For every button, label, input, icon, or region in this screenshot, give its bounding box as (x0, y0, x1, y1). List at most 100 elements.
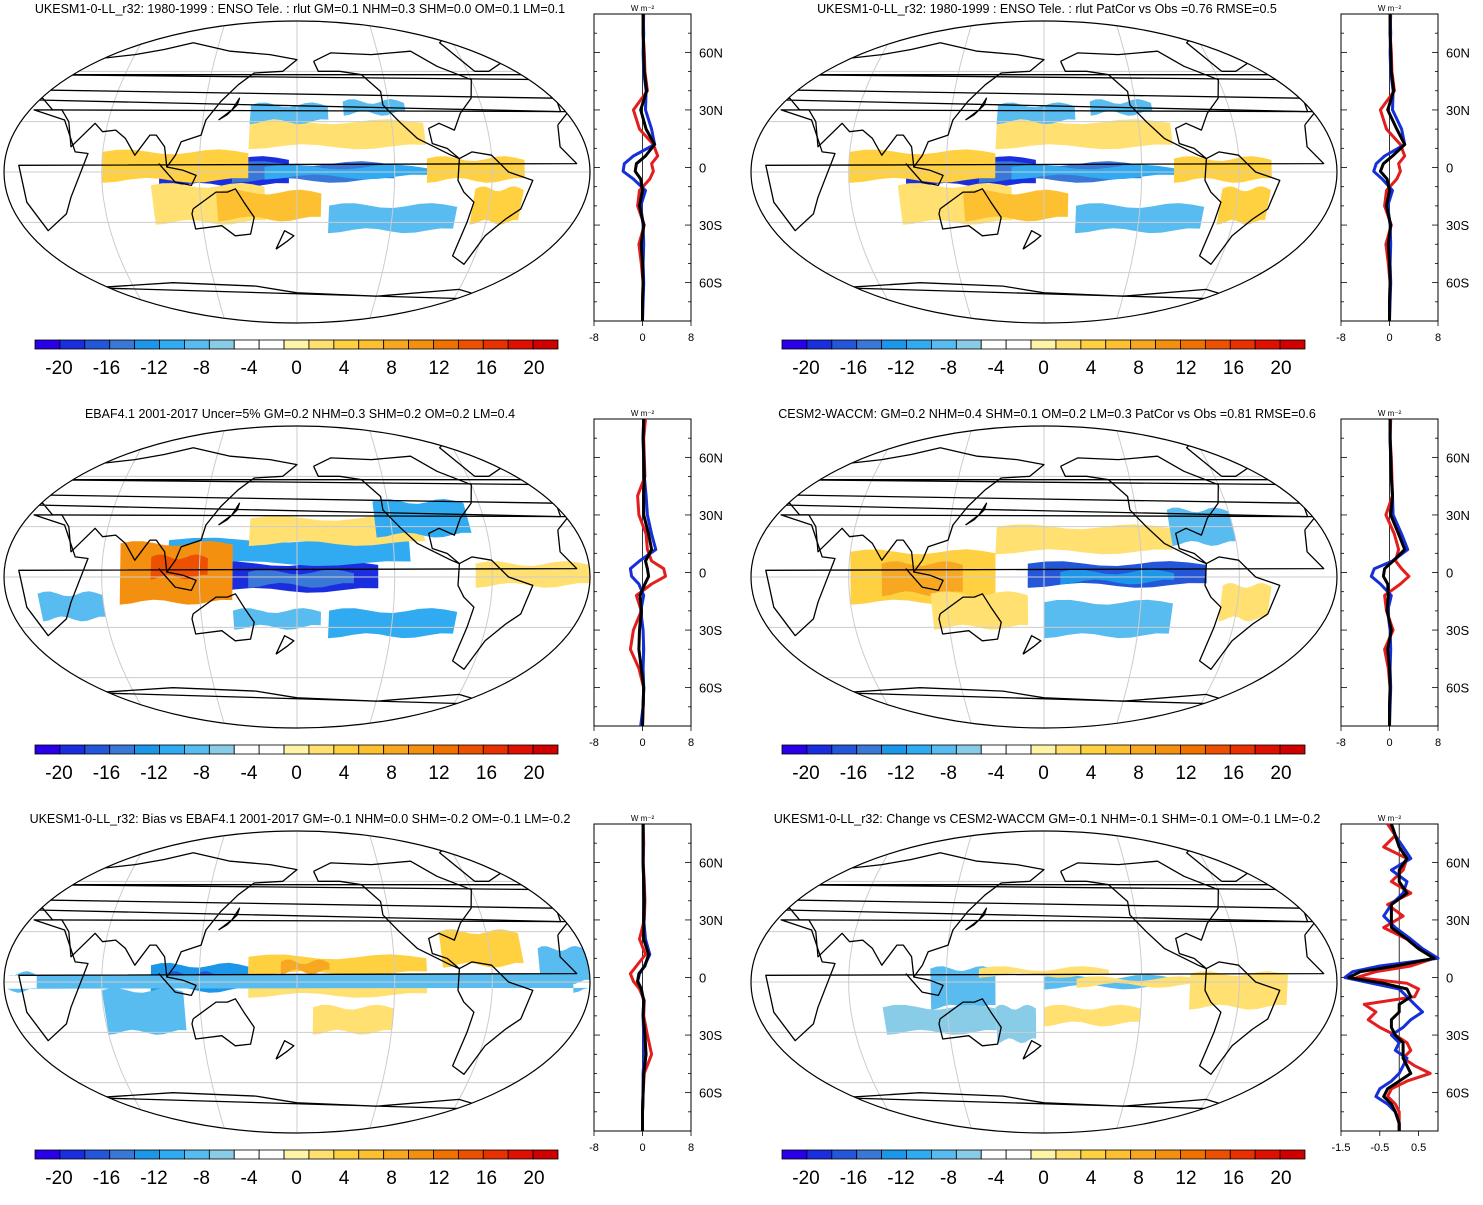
zonal-x-tick-label: -8 (589, 1142, 599, 1154)
anomaly-patch (150, 554, 208, 580)
colorbar-tick-label: 20 (1270, 1168, 1291, 1189)
zonal-units-label: W m⁻² (631, 4, 655, 13)
gridline-lon (198, 426, 227, 728)
colorbar-tick-label: -20 (792, 358, 819, 379)
zonal-lat-label: 30S (1446, 1028, 1469, 1043)
coastline (275, 1040, 295, 1060)
colorbar-cell (532, 744, 559, 755)
zonal-lat-label: 30N (1446, 508, 1470, 523)
coastline (218, 907, 241, 931)
colorbar-cell (358, 1149, 385, 1160)
colorbar-cell (59, 339, 86, 350)
gridline-lon (367, 426, 396, 728)
colorbar-cell (408, 339, 434, 350)
coastline (313, 455, 472, 565)
colorbar-cell (980, 1149, 1007, 1160)
colorbar-tick-label: 0 (291, 1168, 302, 1189)
colorbar-cell (34, 1149, 61, 1160)
gridline-lon (945, 426, 974, 728)
zonal-x-tick-label: 8 (688, 1142, 694, 1154)
zonal-x-tick-label: 8 (1435, 737, 1441, 749)
zonal-series-blue (621, 13, 657, 322)
panel-title: UKESM1-0-LL_r32: 1980-1999 : ENSO Tele. … (817, 2, 1277, 16)
colorbar-tick-label: -4 (241, 358, 258, 379)
anomaly-patch (1044, 599, 1173, 639)
zonal-x-tick-label: -0.5 (1370, 1142, 1389, 1154)
coastline (905, 568, 944, 592)
zonal-series-black (633, 14, 657, 321)
colorbar-cell (1279, 1149, 1306, 1160)
colorbar-cell (1229, 744, 1256, 755)
colorbar-tick-label: 8 (386, 1168, 397, 1189)
coastline (1022, 635, 1042, 655)
colorbar-cell (308, 1149, 335, 1160)
colorbar-cell (84, 339, 111, 350)
gridline-lon (848, 831, 902, 1133)
colorbar-cell (1005, 744, 1032, 755)
colorbar-cell (433, 1149, 459, 1160)
colorbar-cell (208, 339, 235, 350)
colorbar-cell (134, 744, 160, 755)
chart-panel: UKESM1-0-LL_r32: Bias vs EBAF4.1 2001-20… (0, 810, 741, 1205)
colorbar-tick-label: 12 (1175, 1168, 1196, 1189)
colorbar-tick-label: 4 (339, 358, 350, 379)
coastline (451, 556, 534, 670)
colorbar-cell (482, 1149, 509, 1160)
zonal-series-black (1378, 14, 1407, 321)
colorbar-cell (184, 339, 210, 350)
colorbar-tick-label: 8 (1133, 1168, 1144, 1189)
anomaly-patch (1218, 582, 1272, 622)
colorbar-cell (1180, 744, 1206, 755)
colorbar-tick-label: -12 (887, 763, 914, 784)
colorbar-cell (134, 1149, 160, 1160)
colorbar-tick-label: 0 (1038, 1168, 1049, 1189)
chart-panel: UKESM1-0-LL_r32: 1980-1999 : ENSO Tele. … (747, 0, 1483, 395)
gridline-lon (439, 426, 493, 728)
coastline (765, 514, 1325, 637)
coastline (905, 163, 944, 187)
zonal-lat-label: 30S (1446, 623, 1469, 638)
gridline-lon (1114, 426, 1143, 728)
colorbar-cell (258, 339, 285, 350)
colorbar-tick-label: -16 (840, 1168, 867, 1189)
coastline (839, 1092, 1241, 1111)
colorbar-cell (1130, 1149, 1156, 1160)
colorbar-cell (333, 744, 360, 755)
zonal-lat-label: 60S (699, 681, 722, 696)
zonal-series-black (1347, 823, 1436, 1131)
colorbar-cell (1130, 339, 1156, 350)
colorbar-tick-label: -16 (93, 1168, 120, 1189)
colorbar-cell (906, 1149, 932, 1160)
colorbar-cell (233, 1149, 260, 1160)
colorbar-tick-label: -12 (140, 763, 167, 784)
gridline-lon (1114, 831, 1143, 1133)
colorbar-tick-label: -12 (140, 358, 167, 379)
colorbar-cell (1180, 339, 1206, 350)
gridline-lon (945, 21, 974, 323)
coastline (905, 973, 944, 997)
map-border (3, 830, 591, 1134)
colorbar-tick-label: -20 (45, 1168, 72, 1189)
coastline (1022, 230, 1042, 250)
zonal-x-tick-label: -8 (589, 737, 599, 749)
colorbar-tick-label: 8 (386, 358, 397, 379)
colorbar-tick-label: 12 (428, 1168, 449, 1189)
colorbar-cell (283, 1149, 310, 1160)
anomaly-patch (995, 524, 1173, 555)
gridline-lon (367, 831, 396, 1133)
colorbar-cell (1155, 1149, 1181, 1160)
zonal-x-tick-label: 0 (639, 1142, 645, 1154)
colorbar-cell (482, 744, 509, 755)
panel-graphics: -20 -16 -12 -8 -4 0 4 8 12 16 20 W m⁻² 60N 30N 0 30S 60S… (750, 814, 1470, 1189)
coastline (451, 961, 534, 1075)
map-border (750, 425, 1338, 729)
colorbar-cell (433, 744, 459, 755)
chart-panel: UKESM1-0-LL_r32: Change vs CESM2-WACCM G… (747, 810, 1483, 1205)
zonal-x-tick-label: 0 (639, 737, 645, 749)
panel-graphics: -20 -16 -12 -8 -4 0 4 8 12 16 20 W m⁻² 60N 30N 0 30S 60S… (750, 409, 1470, 784)
colorbar-cell (84, 744, 111, 755)
colorbar-tick-label: 8 (1133, 763, 1144, 784)
colorbar-cell (1155, 339, 1181, 350)
anomaly-patch (37, 591, 106, 622)
anomaly-patch (996, 102, 1076, 125)
